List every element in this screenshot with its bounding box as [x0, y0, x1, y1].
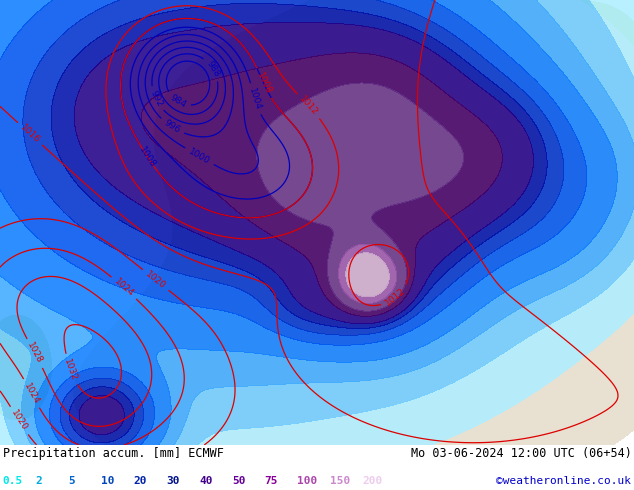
Text: 988: 988	[205, 59, 221, 78]
Text: 1024: 1024	[112, 277, 136, 299]
Text: 1000: 1000	[187, 147, 212, 166]
Text: 1004: 1004	[247, 87, 262, 111]
Text: 1008: 1008	[138, 145, 158, 170]
Text: 30: 30	[166, 476, 180, 487]
Text: 992: 992	[148, 89, 164, 109]
Text: 1024: 1024	[22, 381, 41, 405]
Text: 100: 100	[297, 476, 318, 487]
Text: 984: 984	[168, 94, 188, 110]
Text: 1008: 1008	[255, 71, 273, 96]
Text: ©weatheronline.co.uk: ©weatheronline.co.uk	[496, 476, 631, 487]
Text: 0.5: 0.5	[3, 476, 23, 487]
Text: 1012: 1012	[384, 287, 408, 308]
Text: 20: 20	[134, 476, 147, 487]
Text: 50: 50	[232, 476, 245, 487]
Text: 40: 40	[199, 476, 212, 487]
Text: 200: 200	[363, 476, 383, 487]
Text: Mo 03-06-2024 12:00 UTC (06+54): Mo 03-06-2024 12:00 UTC (06+54)	[411, 447, 631, 460]
Text: 1028: 1028	[25, 341, 44, 366]
Text: Precipitation accum. [mm] ECMWF: Precipitation accum. [mm] ECMWF	[3, 447, 223, 460]
Text: 75: 75	[264, 476, 278, 487]
Text: 1020: 1020	[9, 409, 29, 433]
Text: 1016: 1016	[18, 123, 42, 145]
Text: 5: 5	[68, 476, 75, 487]
Text: 10: 10	[101, 476, 114, 487]
Text: 1032: 1032	[62, 357, 79, 382]
Text: 1020: 1020	[144, 270, 167, 291]
Text: 2: 2	[36, 476, 42, 487]
Text: 1012: 1012	[298, 95, 320, 118]
Text: 996: 996	[162, 119, 182, 135]
Text: 150: 150	[330, 476, 351, 487]
